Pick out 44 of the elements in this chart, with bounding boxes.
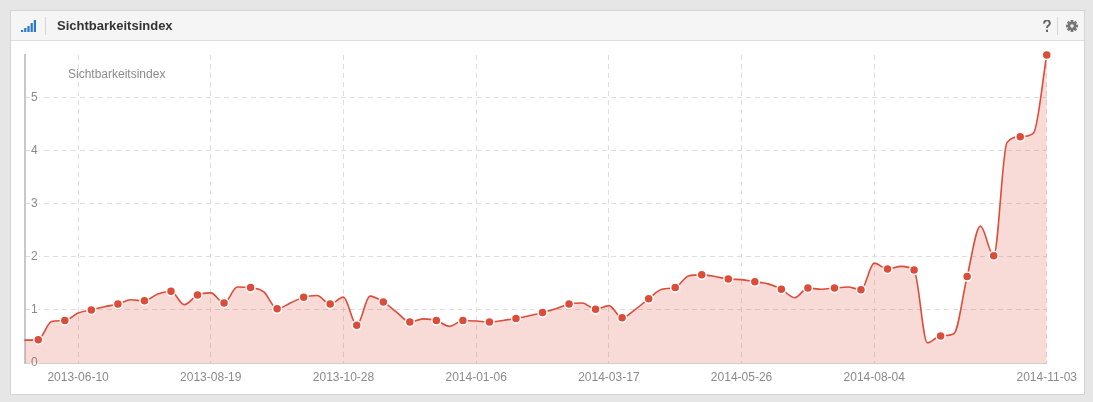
- x-tick-label: 2014-05-26: [710, 369, 773, 384]
- y-tick-label: 3: [31, 196, 38, 210]
- point: [802, 282, 814, 294]
- x-tick-label: 2014-11-03: [1016, 369, 1078, 384]
- y-tick-label: 2: [31, 249, 38, 264]
- annotation: Sichtbarkeitsindex: [68, 67, 166, 82]
- point: [33, 334, 44, 345]
- point: [351, 320, 362, 331]
- point: [829, 282, 840, 294]
- point: [59, 315, 71, 326]
- point: [935, 330, 946, 342]
- point: [855, 284, 867, 295]
- x-tick-label: 2013-08-19: [180, 369, 242, 384]
- x-tick-label: 2014-01-06: [445, 369, 508, 384]
- x-tick-label: 2014-03-17: [578, 369, 640, 384]
- x-tick-label: 2014-08-04: [843, 369, 906, 384]
- point: [537, 307, 548, 318]
- point: [378, 296, 389, 308]
- point: [882, 263, 893, 275]
- point: [192, 289, 203, 301]
- chart-title: Sichtbarkeitsindex: [57, 18, 173, 33]
- y-tick-label: 0: [31, 355, 38, 370]
- point: [484, 316, 495, 328]
- y-tick-label: 5: [31, 89, 38, 104]
- point: [86, 304, 97, 316]
- x-tick-label: 2013-10-28: [312, 369, 375, 384]
- point: [590, 304, 601, 315]
- point: [563, 298, 575, 310]
- point: [324, 298, 336, 310]
- point: [404, 316, 416, 328]
- point: [510, 313, 522, 324]
- point: [271, 303, 283, 315]
- point: [988, 250, 999, 261]
- y-tick-label: 4: [31, 142, 38, 157]
- point: [669, 282, 681, 293]
- point: [218, 297, 230, 309]
- point: [457, 315, 469, 326]
- point: [165, 286, 177, 297]
- point: [431, 315, 442, 326]
- x-tick-label: 2013-06-10: [47, 369, 110, 384]
- point: [112, 298, 124, 310]
- point: [723, 273, 734, 285]
- y-tick-label: 1: [31, 302, 38, 317]
- point: [245, 282, 256, 293]
